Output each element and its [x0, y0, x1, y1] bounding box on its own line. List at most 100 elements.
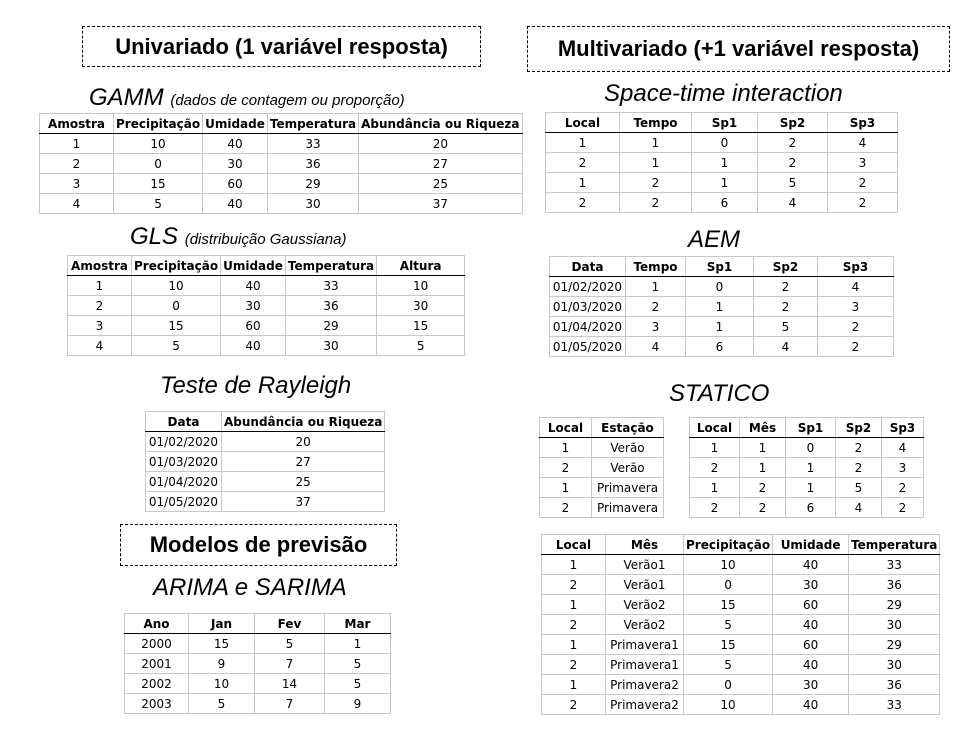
table-cell: 2000	[124, 633, 189, 654]
table-cell: 15	[188, 633, 255, 654]
table-cell: 2002	[124, 673, 189, 694]
table-cell: 4	[67, 335, 132, 356]
rayleigh-title: Teste de Rayleigh	[160, 372, 352, 399]
table-cell: 30	[266, 193, 360, 214]
header-row: Local Estação	[539, 417, 664, 438]
table-cell: 15	[376, 315, 466, 336]
table-cell: 2	[753, 296, 818, 317]
table-cell: 1	[541, 594, 606, 615]
column-header: Jan	[188, 613, 255, 634]
table-cell: 15	[682, 594, 774, 615]
column-header: Mês	[739, 417, 786, 438]
spacetime-table: Local Tempo Sp1 Sp2 Sp3 1 1 0 2 4 2 1 1 2 3 1 2 1 5 2 2 2 6 4 2	[545, 112, 898, 213]
table-cell: 60	[772, 634, 850, 655]
table-cell: 30	[284, 335, 378, 356]
table-cell: 5	[682, 614, 774, 635]
gls-subtitle: (distribuição Gaussiana)	[184, 231, 347, 248]
table-cell: 30	[848, 614, 941, 635]
table-row: 1 Primavera1 15 60 29	[541, 634, 941, 655]
column-header: Tempo	[625, 256, 686, 277]
table-cell: 2	[689, 497, 740, 518]
table-cell: 20	[220, 431, 386, 452]
table-cell: 37	[358, 193, 523, 214]
table-cell: 1	[739, 437, 786, 458]
table-cell: 36	[848, 574, 941, 595]
table-cell: 4	[817, 276, 894, 297]
table-row: 01/05/2020 4 6 4 2	[549, 336, 894, 357]
column-header: Precipitação	[112, 113, 204, 134]
table-row: 2003 5 7 9	[124, 693, 391, 714]
table-cell: 0	[112, 153, 204, 174]
table-cell: 5	[254, 633, 325, 654]
table-cell: 2	[539, 497, 592, 518]
table-row: 1 10 40 33 20	[39, 133, 523, 154]
table-row: 4 5 40 30 37	[39, 193, 523, 214]
table-cell: 1	[541, 674, 606, 695]
header-row: Local Tempo Sp1 Sp2 Sp3	[545, 112, 898, 133]
table-row: 2 Verão	[539, 457, 664, 478]
table-row: 01/04/2020 25	[145, 471, 386, 492]
table-cell: 5	[835, 477, 882, 498]
table-cell: 2	[541, 694, 606, 715]
table-cell: 2	[827, 172, 898, 193]
table-cell: 36	[848, 674, 941, 695]
column-header: Sp2	[835, 417, 882, 438]
column-header: Local	[539, 417, 592, 438]
table-row: 01/05/2020 37	[145, 491, 386, 512]
column-header: Abundância ou Riqueza	[220, 411, 386, 432]
table-cell: 36	[284, 295, 378, 316]
table-cell: 2	[817, 316, 894, 337]
table-cell: 1	[619, 132, 692, 153]
table-row: 2 Primavera1 5 40 30	[541, 654, 941, 675]
table-cell: 01/02/2020	[549, 276, 626, 297]
statico-bottom-table: Local Mês Precipitação Umidade Temperatura 1 V…	[541, 534, 941, 715]
table-cell: 1	[685, 296, 754, 317]
table-cell: Primavera1	[605, 634, 684, 655]
table-cell: 40	[220, 275, 286, 296]
table-row: 1 Primavera2 0 30 36	[541, 674, 941, 695]
table-cell: 2	[619, 172, 692, 193]
table-row: 1 Verão2 15 60 29	[541, 594, 941, 615]
table-row: 2 Primavera2 10 40 33	[541, 694, 941, 715]
column-header: Amostra	[67, 255, 132, 276]
table-cell: 2	[541, 654, 606, 675]
table-cell: 2	[541, 574, 606, 595]
table-cell: Primavera2	[605, 674, 684, 695]
table-cell: 29	[284, 315, 378, 336]
column-header: Estação	[591, 417, 664, 438]
table-cell: 2	[539, 457, 592, 478]
multivariado-header: Multivariado (+1 variável resposta)	[527, 26, 950, 72]
table-cell: 10	[376, 275, 466, 296]
table-cell: 7	[254, 693, 325, 714]
gls-table: Amostra Precipitação Umidade Temperatura Alt…	[67, 255, 466, 356]
table-cell: 3	[817, 296, 894, 317]
table-cell: Verão2	[605, 594, 684, 615]
column-header: Fev	[254, 613, 325, 634]
table-cell: 40	[772, 614, 850, 635]
table-cell: 1	[619, 152, 692, 173]
table-cell: 27	[220, 451, 386, 472]
table-row: 1 10 40 33 10	[67, 275, 466, 296]
column-header: Mês	[605, 534, 684, 555]
table-row: 2000 15 5 1	[124, 633, 391, 654]
table-cell: 2	[817, 336, 894, 357]
table-cell: 14	[254, 673, 325, 694]
table-cell: 1	[691, 172, 758, 193]
table-cell: 4	[39, 193, 114, 214]
table-cell: 10	[112, 133, 204, 154]
column-header: Amostra	[39, 113, 114, 134]
gamm-table: Amostra Precipitação Umidade Temperatura Abu…	[39, 113, 523, 214]
gamm-subtitle: (dados de contagem ou proporção)	[170, 92, 405, 109]
table-cell: 2001	[124, 653, 189, 674]
table-cell: 2	[689, 457, 740, 478]
table-cell: 0	[785, 437, 836, 458]
table-cell: 2	[739, 497, 786, 518]
table-cell: 1	[739, 457, 786, 478]
table-cell: 25	[358, 173, 523, 194]
table-cell: 2	[757, 152, 828, 173]
table-cell: 3	[881, 457, 924, 478]
table-cell: 0	[682, 574, 774, 595]
table-cell: 01/04/2020	[549, 316, 626, 337]
table-cell: 2	[625, 296, 686, 317]
table-cell: 40	[202, 193, 268, 214]
